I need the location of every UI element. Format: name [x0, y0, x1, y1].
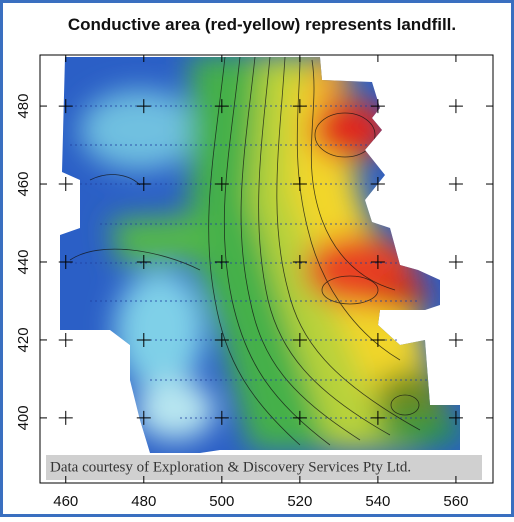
chart: Conductive area (red-yellow) represents … [0, 0, 514, 517]
x-tick-label: 500 [209, 493, 234, 510]
data-credit: Data courtesy of Exploration & Discovery… [50, 459, 411, 475]
y-tick-label: 420 [15, 327, 32, 352]
y-tick-label: 480 [15, 94, 32, 119]
x-tick-label: 520 [287, 493, 312, 510]
x-tick-label: 460 [53, 493, 78, 510]
y-tick-label: 460 [15, 172, 32, 197]
x-tick-label: 480 [131, 493, 156, 510]
page: {"chart_data": {"type": "contour", "titl… [0, 0, 514, 517]
y-tick-label: 400 [15, 405, 32, 430]
chart-title: Conductive area (red-yellow) represents … [68, 15, 456, 34]
x-tick-label: 540 [365, 493, 390, 510]
y-tick-label: 440 [15, 249, 32, 274]
x-tick-label: 560 [443, 493, 468, 510]
